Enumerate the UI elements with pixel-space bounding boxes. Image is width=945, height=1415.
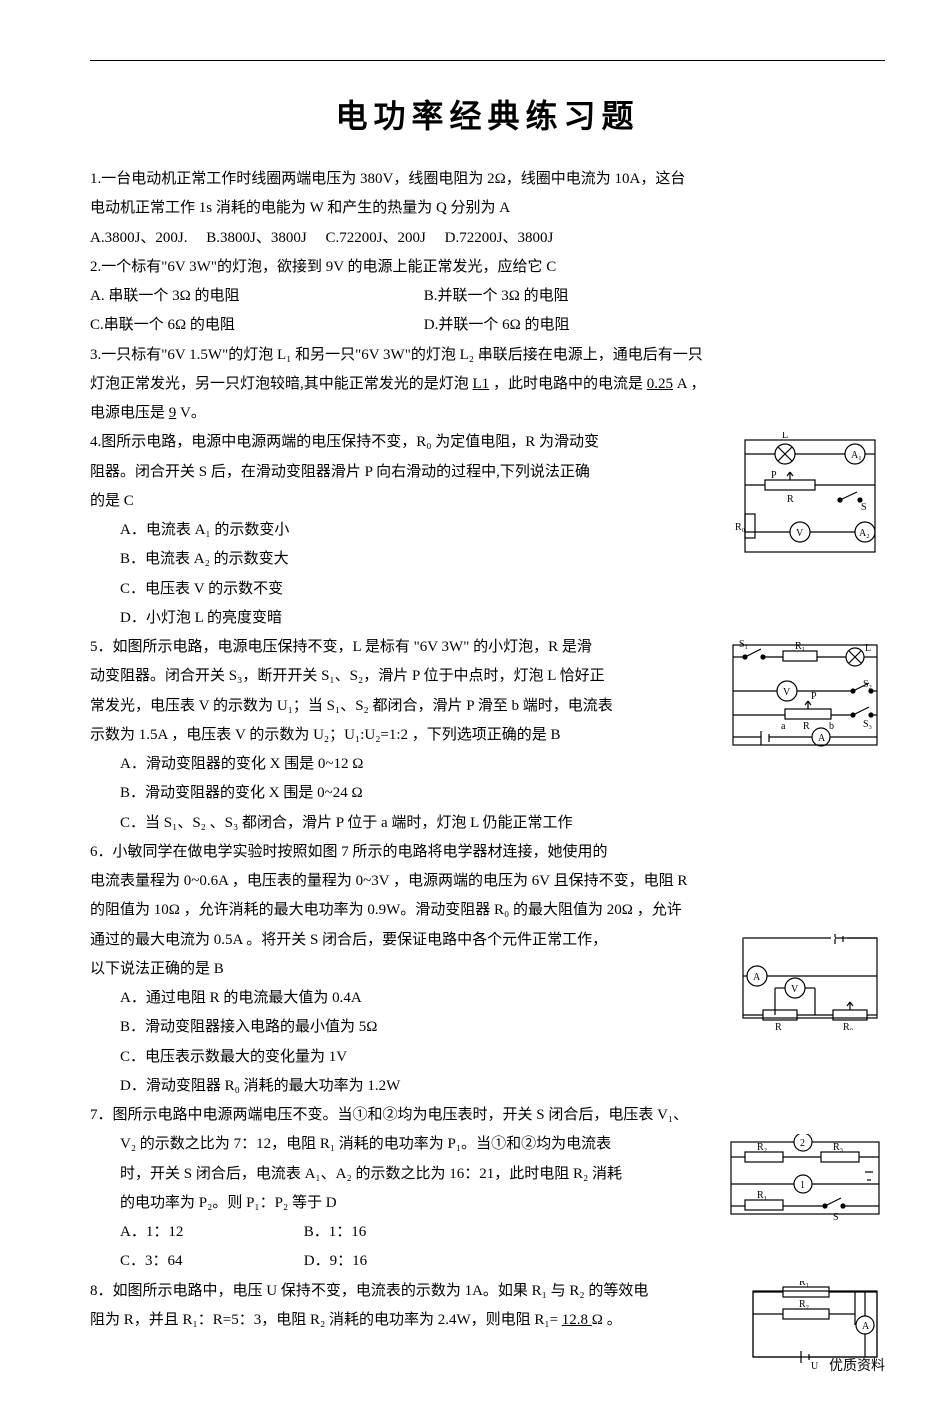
- q7-figure: 2 R₂ R₃ 1 R₁ S: [725, 1134, 885, 1224]
- fig4-R: R: [787, 494, 794, 505]
- fig4-A1: A₁: [851, 450, 862, 461]
- fig4-P: P: [771, 470, 777, 481]
- q3-line3: 电源电压是 9 V。: [90, 399, 885, 428]
- q2-optB: B.并联一个 3Ω 的电阻: [424, 288, 569, 304]
- q3-l2c: A ，: [677, 376, 706, 392]
- fig8-U: U: [811, 1361, 819, 1371]
- q7-block: 7．图所示电路中电源两端电压不变。当①和②均为电压表时，开关 S 闭合后，电压表…: [90, 1101, 885, 1277]
- q3-l3b: V。: [180, 405, 206, 421]
- fig8-A: A: [862, 1321, 870, 1332]
- fig5-R: R: [803, 721, 810, 732]
- fig4-V: V: [796, 528, 804, 539]
- q5-optC: C．当 S₁、S₂ 、S₃ 都闭合，滑片 P 位于 a 端时，灯泡 L 仍能正常…: [90, 809, 885, 838]
- q3-l2a: 灯泡正常发光，另一只灯泡较暗,其中能正常发光的是灯泡: [90, 376, 469, 392]
- q6-line1: 6．小敏同学在做电学实验时按照如图 7 所示的电路将电学器材连接，她使用的: [90, 838, 885, 867]
- fig8-R1: R₁: [799, 1281, 809, 1288]
- fig6-A: A: [753, 972, 761, 983]
- fig7-R2: R₂: [757, 1142, 767, 1153]
- q6-optD: D．滑动变阻器 R₀ 消耗的最大功率为 1.2W: [90, 1072, 885, 1101]
- q2-row2: C.串联一个 6Ω 的电阻 D.并联一个 6Ω 的电阻: [90, 311, 885, 340]
- fig4-R0: R₀: [735, 522, 746, 533]
- q5-figure: S₁ R₁ L V P S₂ a R b S₃ A: [725, 637, 885, 757]
- q5-block: S₁ R₁ L V P S₂ a R b S₃ A 5．如图所示电路，电源电压保…: [90, 633, 885, 838]
- q8-ans: 12.8: [562, 1312, 592, 1328]
- q7-optsCD: C．3：64 D．9：16: [90, 1247, 885, 1276]
- q1-line1: 1.一台电动机正常工作时线圈两端电压为 380V，线圈电阻为 2Ω，线圈中电流为…: [90, 165, 885, 194]
- q1-optA: A.3800J、200J.: [90, 230, 188, 246]
- fig7-R3: R₃: [833, 1142, 843, 1153]
- q6-line3: 的阻值为 10Ω ，允许消耗的最大电功率为 0.9W。滑动变阻器 R₀ 的最大阻…: [90, 896, 885, 925]
- page-title: 电功率经典练习题: [90, 91, 885, 137]
- q3-l2b: ，此时电路中的电流是: [493, 376, 647, 392]
- q6-line2: 电流表量程为 0~0.6A ，电压表的量程为 0~3V ，电源两端的电压为 6V…: [90, 867, 885, 896]
- q3-l3a: 电源电压是: [90, 405, 169, 421]
- q2-line1: 2.一个标有"6V 3W"的灯泡，欲接到 9V 的电源上能正常发光，应给它 C: [90, 253, 885, 282]
- q4-block: L A₁ P R S R₀ V A₂ 4.图所示电路，电源中电源两端的电压保持不…: [90, 428, 885, 633]
- q8-l2a: 阻为 R，并且 R₁：R=5：3，电阻 R₂ 消耗的电功率为 2.4W，则电阻 …: [90, 1312, 558, 1328]
- fig4-L: L: [782, 432, 788, 441]
- q1-optB: B.3800J、3800J: [206, 230, 306, 246]
- q2-row1: A. 串联一个 3Ω 的电阻 B.并联一个 3Ω 的电阻: [90, 282, 885, 311]
- fig7-S: S: [833, 1212, 839, 1223]
- q3-ans1: L1: [473, 376, 490, 392]
- q3-line2: 灯泡正常发光，另一只灯泡较暗,其中能正常发光的是灯泡 L1 ，此时电路中的电流是…: [90, 370, 885, 399]
- q2-optA: A. 串联一个 3Ω 的电阻: [90, 282, 420, 311]
- q7-line1: 7．图所示电路中电源两端电压不变。当①和②均为电压表时，开关 S 闭合后，电压表…: [90, 1101, 885, 1130]
- body: 1.一台电动机正常工作时线圈两端电压为 380V，线圈电阻为 2Ω，线圈中电流为…: [90, 165, 885, 1375]
- footer: 优质资料: [829, 1355, 885, 1375]
- fig7-two: 2: [800, 1138, 805, 1149]
- q7-optC: C．3：64: [120, 1247, 300, 1276]
- fig4-A2: A₂: [859, 528, 870, 539]
- q6-optC: C．电压表示数最大的变化量为 1V: [90, 1043, 885, 1072]
- fig5-b: b: [829, 721, 834, 732]
- q1-line2: 电动机正常工作 1s 消耗的电能为 W 和产生的热量为 Q 分别为 A: [90, 194, 885, 223]
- fig6-R0: R₀: [843, 1022, 854, 1030]
- q8-l2b: Ω 。: [592, 1312, 622, 1328]
- q4-optC: C．电压表 V 的示数不变: [90, 575, 885, 604]
- q3-ans3: 9: [169, 405, 177, 421]
- q5-optB: B．滑动变阻器的变化 X 围是 0~24 Ω: [90, 779, 885, 808]
- q8-block: R₁ R₂ A U 8．如图所示电路中，电压 U 保持不变，电流表的示数为 1A…: [90, 1277, 885, 1375]
- fig4-S: S: [861, 502, 867, 513]
- q1-optD: D.72200J、3800J: [445, 230, 554, 246]
- fig5-A: A: [818, 733, 826, 744]
- q6-block: 6．小敏同学在做电学实验时按照如图 7 所示的电路将电学器材连接，她使用的 电流…: [90, 838, 885, 1101]
- fig5-a: a: [781, 721, 786, 732]
- q4-figure: L A₁ P R S R₀ V A₂: [735, 432, 885, 562]
- fig5-R1: R₁: [795, 641, 805, 652]
- q1-options: A.3800J、200J. B.3800J、3800J C.72200J、200…: [90, 224, 885, 253]
- fig7-one: 1: [800, 1180, 805, 1191]
- top-rule: [90, 60, 885, 61]
- fig8-R2: R₂: [799, 1299, 809, 1310]
- q3-ans2: 0.25: [647, 376, 673, 392]
- fig7-R1: R₁: [757, 1190, 767, 1201]
- q3-line1: 3.一只标有"6V 1.5W"的灯泡 L₁ 和另一只"6V 3W"的灯泡 L₂ …: [90, 341, 885, 370]
- page: 电功率经典练习题 1.一台电动机正常工作时线圈两端电压为 380V，线圈电阻为 …: [0, 0, 945, 1415]
- q6-figure: A V R R₀: [735, 930, 885, 1030]
- fig5-S3: S₃: [863, 719, 872, 730]
- q2-optD: D.并联一个 6Ω 的电阻: [424, 317, 570, 333]
- fig5-S2: S₂: [863, 679, 872, 690]
- q7-optB: B．1：16: [304, 1224, 367, 1240]
- fig6-V: V: [791, 984, 799, 995]
- q2-optC: C.串联一个 6Ω 的电阻: [90, 311, 420, 340]
- fig6-R: R: [775, 1022, 782, 1030]
- q7-optD: D．9：16: [304, 1253, 367, 1269]
- q4-optD: D．小灯泡 L 的亮度变暗: [90, 604, 885, 633]
- fig5-V: V: [783, 687, 791, 698]
- fig5-P: P: [811, 691, 817, 702]
- q1-optC: C.72200J、200J: [325, 230, 425, 246]
- q7-optA: A．1：12: [120, 1218, 300, 1247]
- fig5-L: L: [865, 643, 871, 654]
- fig5-S1: S₁: [739, 639, 748, 650]
